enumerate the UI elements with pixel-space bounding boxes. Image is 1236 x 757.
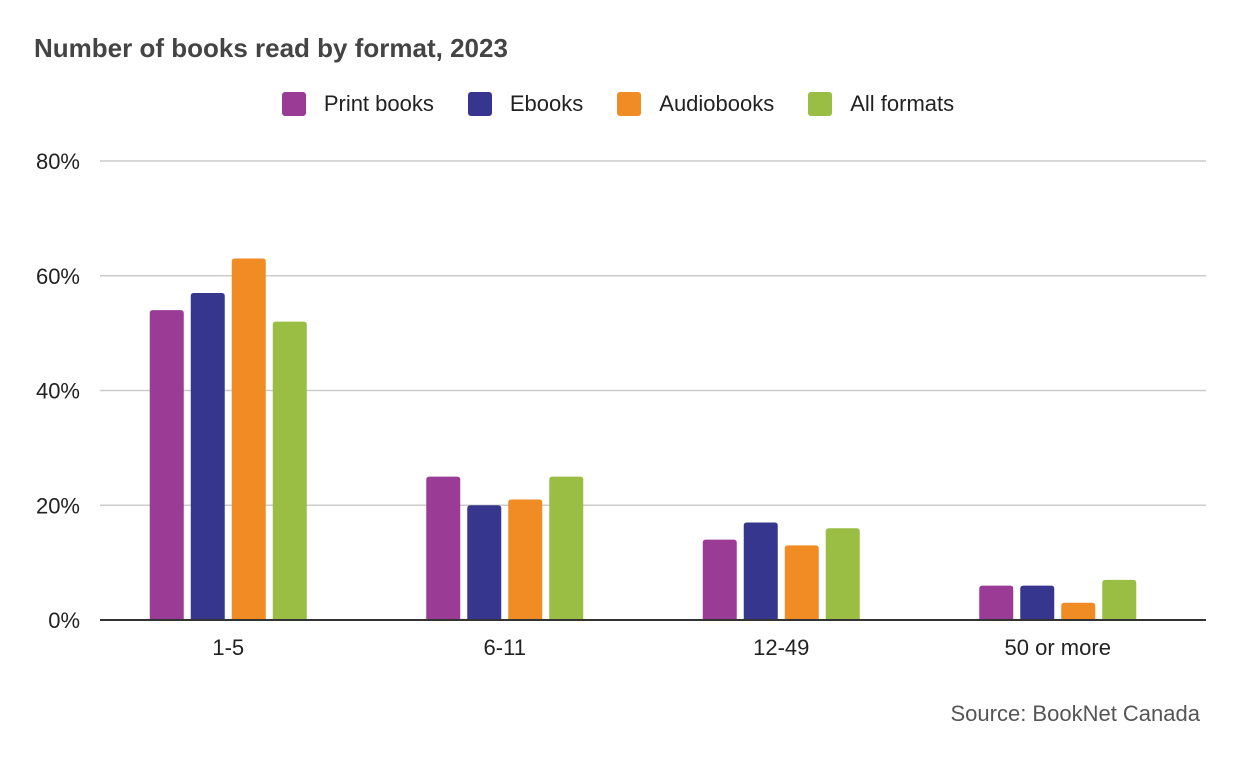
legend-label-audiobooks: Audiobooks [659, 91, 775, 116]
legend-item-all-formats: All formats [808, 91, 954, 117]
bar-audiobooks [508, 499, 543, 620]
bar-ebooks [190, 292, 225, 620]
x-tick-label: 6-11 [484, 635, 526, 660]
bar-ebooks [1020, 585, 1055, 620]
legend-swatch-all-formats [808, 92, 833, 116]
legend-item-print-books: Print books [281, 91, 434, 117]
bar-all-formats [549, 476, 584, 620]
legend-label-ebooks: Ebooks [509, 91, 584, 116]
legend-swatch-audiobooks [617, 92, 642, 116]
bar-audiobooks [231, 258, 266, 620]
bar-ebooks [743, 522, 778, 620]
bar-print-books [979, 585, 1014, 620]
legend-swatch-ebooks [467, 92, 492, 116]
x-tick-label: 50 or more [1005, 635, 1111, 660]
x-tick-label: 1-5 [212, 635, 244, 660]
bar-all-formats [272, 321, 307, 620]
bar-print-books [426, 476, 461, 620]
bar-all-formats [1102, 579, 1137, 620]
y-tick-label: 40% [36, 379, 80, 404]
source-note: Source: BookNet Canada [950, 701, 1201, 726]
chart-title: Number of books read by format, 2023 [34, 33, 508, 63]
legend-label-print-books: Print books [323, 91, 434, 116]
y-tick-label: 80% [36, 149, 80, 174]
y-tick-label: 60% [36, 264, 80, 289]
y-tick-label: 0% [48, 608, 80, 633]
bar-print-books [149, 310, 184, 620]
legend-swatch-print-books [281, 92, 306, 116]
y-tick-label: 20% [36, 493, 80, 518]
bar-print-books [702, 539, 737, 620]
bar-ebooks [467, 505, 502, 620]
x-tick-label: 12-49 [753, 635, 809, 660]
legend-item-ebooks: Ebooks [467, 91, 584, 117]
bar-all-formats [825, 528, 860, 620]
bar-audiobooks [784, 545, 819, 620]
chart-legend: Print books Ebooks Audiobooks All format… [0, 91, 1236, 117]
legend-item-audiobooks: Audiobooks [617, 91, 774, 117]
legend-label-all-formats: All formats [850, 91, 955, 116]
bar-audiobooks [1061, 602, 1096, 620]
